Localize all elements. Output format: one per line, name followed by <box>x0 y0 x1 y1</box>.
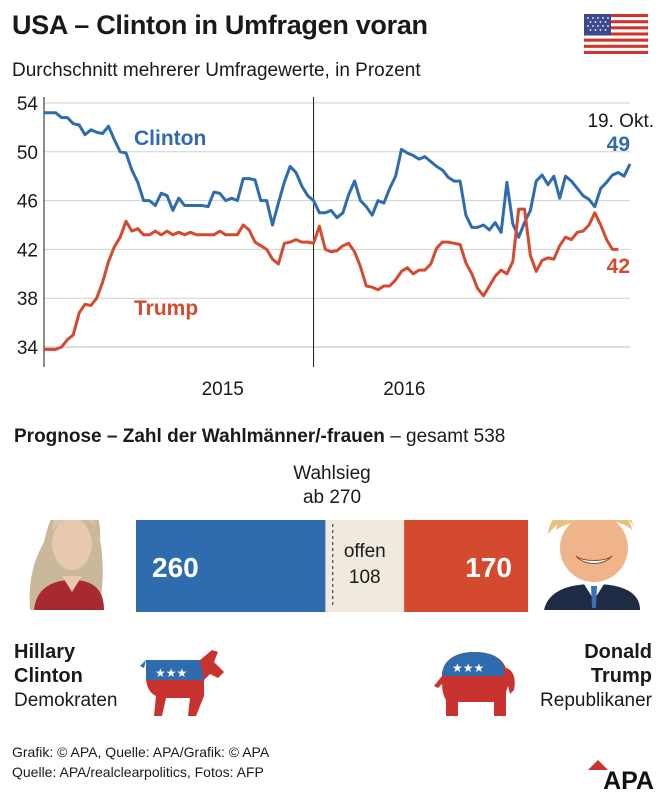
trump-party: Republikaner <box>540 690 652 711</box>
chart-series <box>44 111 632 351</box>
series-line-clinton <box>44 111 632 239</box>
end-date-label: 19. Okt. <box>587 111 654 132</box>
y-tick-label: 42 <box>17 240 38 261</box>
bar-segments <box>136 520 528 612</box>
page-title: USA – Clinton in Umfragen voran <box>12 10 428 40</box>
series-label-trump: Trump <box>134 297 198 320</box>
bar-label-clinton: 260 <box>152 552 199 583</box>
y-tick-label: 50 <box>17 143 38 164</box>
clinton-info: Hillary Clinton Demokraten <box>14 640 118 714</box>
footer-line2: Quelle: APA/realclearpolitics, Fotos: AF… <box>12 764 264 780</box>
bar-segment-open <box>325 520 405 612</box>
bar-label-trump: 170 <box>465 552 512 583</box>
clinton-last-name: Clinton <box>14 665 83 687</box>
y-tick-label: 38 <box>17 289 38 310</box>
bar-label-open: offen <box>344 541 386 562</box>
bar-label-open-value: 108 <box>349 567 381 588</box>
threshold-label-line2: ab 270 <box>302 487 362 508</box>
clinton-first-name: Hillary <box>14 641 76 663</box>
democratic-donkey-icon: ★★★ <box>140 650 224 716</box>
trump-last-name: Trump <box>590 665 652 687</box>
footer-line1: Grafik: © APA, Quelle: APA/Grafik: © APA <box>12 744 270 760</box>
clinton-end-value: 49 <box>607 133 630 156</box>
trump-first-name: Donald <box>584 641 652 663</box>
forecast-heading: Prognose – Zahl der Wahlmänner/-frauen –… <box>14 426 505 448</box>
trump-portrait <box>538 520 640 610</box>
y-tick-label: 54 <box>17 94 39 115</box>
series-label-clinton: Clinton <box>134 127 206 150</box>
bar-segment-trump <box>404 520 528 612</box>
x-tick-label: 2016 <box>383 379 425 400</box>
trump-end-value: 42 <box>607 255 630 278</box>
svg-text:★★★: ★★★ <box>155 666 187 680</box>
electoral-bar: 260 offen 108 170 <box>14 520 640 612</box>
threshold-label: Wahlsieg ab 270 <box>270 462 394 510</box>
apa-logo-text: APA <box>603 767 654 790</box>
usa-flag-icon <box>584 14 648 54</box>
trump-info: Donald Trump Republikaner <box>540 640 652 714</box>
republican-elephant-icon: ★★★ <box>434 652 515 716</box>
apa-logo: APA <box>588 760 654 790</box>
series-line-trump <box>44 207 619 351</box>
forecast-heading-bold: Prognose – Zahl der Wahlmänner/-frauen <box>14 426 385 447</box>
svg-text:★★★: ★★★ <box>452 661 484 675</box>
clinton-party: Demokraten <box>14 690 118 711</box>
poll-line-chart: 34 38 42 46 50 54 2015 2016 Clinton Trump 19. … <box>17 94 654 400</box>
x-axis-ticks: 2015 2016 <box>202 379 426 400</box>
source-footer: Grafik: © APA, Quelle: APA/Grafik: © APA… <box>12 742 269 782</box>
y-tick-label: 34 <box>17 338 39 359</box>
chart-subtitle: Durchschnitt mehrerer Umfragewerte, in P… <box>12 60 421 81</box>
y-tick-label: 46 <box>17 192 38 213</box>
x-tick-label: 2015 <box>202 379 244 400</box>
clinton-portrait <box>14 520 106 610</box>
bar-segment-clinton <box>136 520 326 612</box>
threshold-label-line1: Wahlsieg <box>293 463 371 484</box>
forecast-heading-total: – gesamt 538 <box>384 426 506 447</box>
y-axis-ticks: 34 38 42 46 50 54 <box>17 94 39 359</box>
